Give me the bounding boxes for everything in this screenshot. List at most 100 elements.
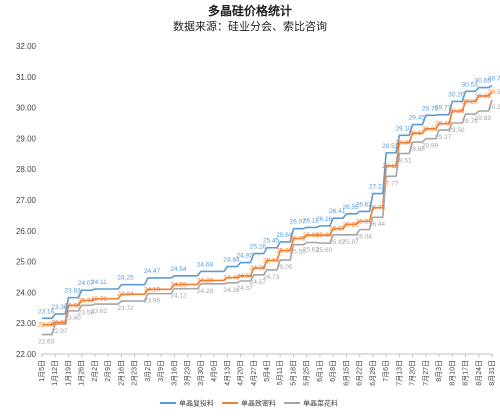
data-label: 26.63: [356, 201, 373, 208]
data-label: 24.11: [91, 279, 107, 286]
data-label: 28.51: [395, 157, 412, 164]
x-tick-label: 4月13日: [223, 360, 231, 386]
x-tick-label: 7月27日: [422, 360, 430, 386]
data-label: 24.54: [170, 266, 187, 273]
data-label: 30.20: [448, 91, 465, 98]
x-tick-label: 1月5日: [38, 360, 46, 382]
x-tick-label: 5月4日: [263, 360, 271, 382]
data-label: 26.11: [303, 217, 319, 224]
x-tick-label: 5月18日: [289, 360, 297, 386]
data-label: 24.79: [250, 265, 267, 272]
data-label: 30.20: [462, 98, 479, 105]
data-label: 24.28: [197, 288, 214, 295]
series-line: [42, 84, 493, 320]
data-label: 25.26: [250, 244, 267, 251]
data-label: 29.79: [462, 118, 479, 125]
data-label: 29.31: [422, 126, 439, 133]
x-tick-label: 1月26日: [78, 360, 86, 386]
y-tick-label: 30.00: [16, 104, 37, 113]
data-label: 23.72: [117, 305, 134, 312]
data-label: 24.25: [117, 275, 134, 282]
data-label: 27.77: [382, 180, 399, 187]
x-tick-label: 3月9日: [157, 360, 165, 382]
x-tick-label: 6月8日: [329, 360, 337, 382]
data-label: 23.30: [51, 304, 68, 311]
data-label: 29.27: [435, 134, 452, 141]
data-label: 25.86: [316, 232, 333, 239]
data-label: 25.45: [263, 238, 280, 245]
data-label: 24.12: [170, 293, 187, 300]
data-label: 25.62: [303, 247, 320, 254]
data-label: 23.62: [91, 308, 108, 315]
data-label: 23.79: [91, 296, 108, 303]
data-label: 23.74: [78, 297, 95, 304]
x-tick-label: 7月6日: [382, 360, 390, 382]
x-tick-label: 6月29日: [369, 360, 377, 386]
data-label: 26.31: [356, 218, 373, 225]
x-tick-label: 3月23日: [184, 360, 192, 386]
y-tick-label: 29.00: [16, 134, 37, 143]
data-label: 25.60: [316, 247, 333, 254]
data-label: 23.40: [64, 315, 81, 322]
x-tick-label: 8月3日: [435, 360, 443, 382]
x-tick-label: 4月27日: [250, 360, 258, 386]
data-label: 26.07: [289, 219, 306, 226]
y-tick-label: 22.00: [16, 350, 37, 359]
data-label: 22.97: [51, 328, 68, 335]
axes: 22.00 23.00 24.00 25.00 26.00 27.00 28.00 29.00…: [16, 42, 496, 386]
x-tick-label: 2月9日: [104, 360, 112, 382]
data-label: 25.05: [276, 264, 293, 271]
chart-title: 多晶硅价格统计: [208, 3, 292, 18]
data-label: 29.50: [448, 127, 465, 134]
data-label: 29.48: [435, 121, 452, 128]
data-label: 30.25: [488, 104, 500, 111]
data-label: 23.58: [64, 302, 81, 309]
data-label: 28.11: [382, 163, 398, 170]
data-label: 24.47: [144, 268, 161, 275]
data-label: 25.75: [289, 236, 306, 243]
x-tick-label: 8月24日: [475, 360, 483, 386]
data-label: 25.87: [342, 239, 359, 246]
data-label: 24.68: [197, 261, 214, 268]
data-label: 24.84: [223, 257, 240, 264]
x-tick-label: 3月16日: [170, 360, 178, 386]
data-label: 24.73: [263, 274, 280, 281]
x-tick-label: 6月15日: [342, 360, 350, 386]
y-tick-label: 23.00: [16, 319, 37, 328]
x-tick-label: 2月2日: [91, 360, 99, 382]
data-label: 24.31: [223, 287, 240, 294]
data-label: 24.39: [197, 277, 214, 284]
data-label: 29.75: [422, 105, 439, 112]
x-tick-label: 7月13日: [395, 360, 403, 386]
y-tick-label: 25.00: [16, 258, 37, 267]
data-label: 25.36: [276, 248, 293, 255]
series-line: [42, 91, 493, 326]
x-tick-label: 1月12日: [51, 360, 59, 386]
data-label: 23.58: [78, 309, 95, 316]
data-label: 23.03: [51, 319, 68, 326]
y-tick-label: 28.00: [16, 165, 37, 174]
data-label: 26.75: [369, 205, 386, 212]
data-label: 24.37: [237, 285, 254, 292]
x-tick-label: 8月10日: [448, 360, 456, 386]
x-tick-label: 5月11日: [276, 360, 284, 385]
data-label: 29.89: [475, 115, 492, 122]
x-tick-label: 6月22日: [356, 360, 364, 386]
data-label: 24.97: [237, 253, 254, 260]
data-label: 22.63: [38, 339, 55, 346]
data-label: 29.10: [395, 125, 412, 132]
data-label: 27.21: [369, 184, 386, 191]
data-label: 26.07: [329, 226, 346, 233]
x-tick-label: 4月20日: [237, 360, 245, 386]
x-tick-label: 1月19日: [64, 360, 72, 386]
data-label: 25.04: [263, 257, 280, 264]
y-tick-label: 26.00: [16, 227, 37, 236]
data-label: 23.16: [38, 308, 55, 315]
data-label: 26.16: [316, 216, 333, 223]
x-tick-label: 6月1日: [316, 360, 324, 382]
series-line: [42, 99, 493, 336]
data-label: 28.86: [395, 140, 412, 147]
x-tick-label: 3月30日: [197, 360, 205, 386]
legend: 单晶复投料 单晶致密料 单晶菜花料: [160, 399, 338, 408]
